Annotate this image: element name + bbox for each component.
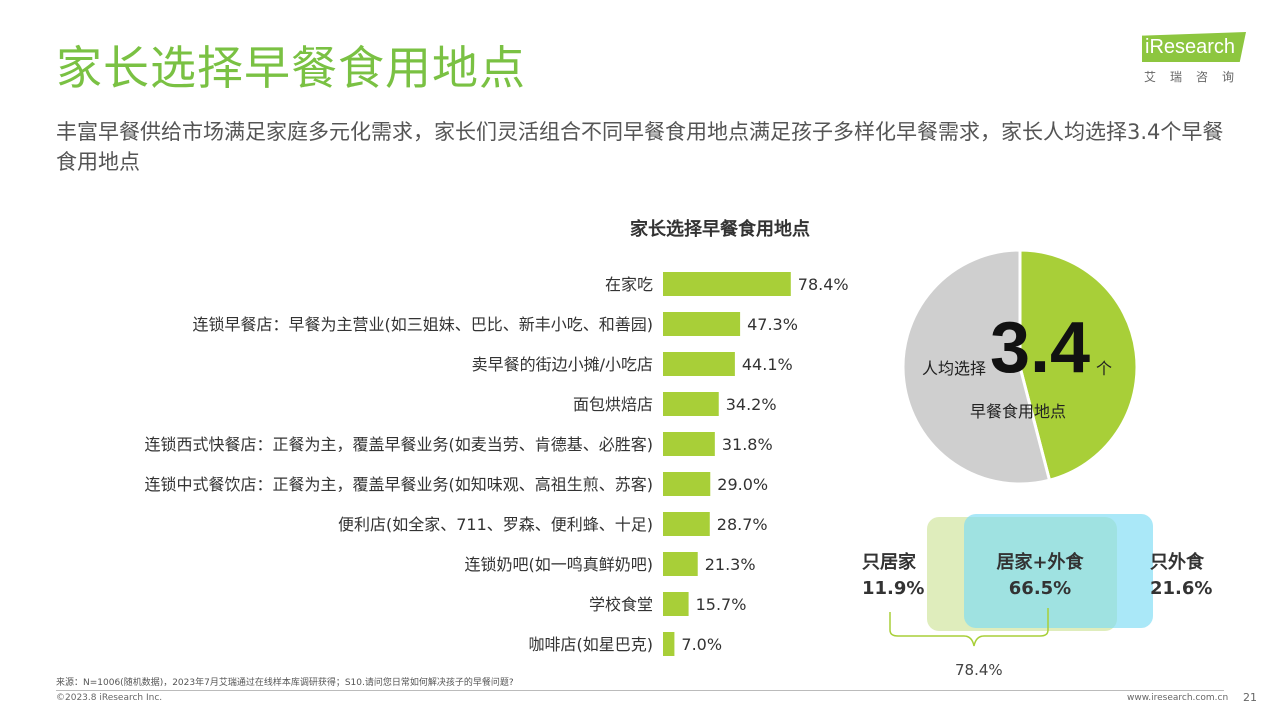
category-label: 在家吃 bbox=[605, 275, 653, 294]
venn-right-label: 只外食 21.6% bbox=[1150, 550, 1212, 602]
value-label: 29.0% bbox=[717, 475, 768, 494]
category-label: 学校食堂 bbox=[589, 595, 653, 614]
venn-mid-value: 66.5% bbox=[1008, 578, 1072, 599]
bar bbox=[663, 352, 735, 376]
venn-mid-label: 居家+外食 66.5% bbox=[980, 550, 1100, 602]
venn-left-value: 11.9% bbox=[862, 578, 925, 599]
venn-right-value: 21.6% bbox=[1150, 578, 1213, 599]
category-label: 便利店(如全家、711、罗森、便利蜂、十足) bbox=[338, 515, 653, 534]
bar bbox=[663, 552, 698, 576]
category-label: 连锁早餐店：早餐为主营业(如三姐妹、巴比、新丰小吃、和善园) bbox=[193, 315, 654, 334]
value-label: 21.3% bbox=[705, 555, 756, 574]
venn-outside-box bbox=[964, 514, 1153, 628]
category-label: 咖啡店(如星巴克) bbox=[529, 635, 654, 654]
value-label: 7.0% bbox=[681, 635, 722, 654]
value-label: 44.1% bbox=[742, 355, 793, 374]
bar bbox=[663, 392, 719, 416]
venn-right-name: 只外食 bbox=[1150, 552, 1204, 573]
category-label: 连锁西式快餐店：正餐为主，覆盖早餐业务(如麦当劳、肯德基、必胜客) bbox=[145, 435, 654, 454]
category-label: 卖早餐的街边小摊/小吃店 bbox=[472, 355, 653, 374]
footer-url: www.iresearch.com.cn bbox=[1127, 693, 1229, 703]
pie-big-number: 3.4 bbox=[990, 308, 1091, 388]
value-label: 31.8% bbox=[722, 435, 773, 454]
page-title: 家长选择早餐食用地点 bbox=[56, 41, 526, 95]
logo-text: iResearch bbox=[1145, 36, 1236, 58]
bar bbox=[663, 632, 675, 656]
value-label: 47.3% bbox=[747, 315, 798, 334]
copyright: ©2023.8 iResearch Inc. bbox=[56, 693, 163, 703]
page-subtitle: 丰富早餐供给市场满足家庭多元化需求，家长们灵活组合不同早餐食用地点满足孩子多样化… bbox=[56, 120, 1224, 174]
bar bbox=[663, 272, 791, 296]
pie-slice-selected bbox=[1018, 248, 1139, 483]
venn-brace bbox=[889, 608, 1049, 647]
value-label: 28.7% bbox=[717, 515, 768, 534]
page-number: 21 bbox=[1243, 691, 1257, 704]
venn-left-name: 只居家 bbox=[862, 552, 916, 573]
logo-badge bbox=[1142, 32, 1246, 62]
brace-value: 78.4% bbox=[955, 661, 1003, 679]
bar bbox=[663, 512, 710, 536]
venn-mid-name: 居家+外食 bbox=[996, 552, 1084, 573]
category-label: 连锁中式餐饮店：正餐为主，覆盖早餐业务(如知味观、高祖生煎、苏客) bbox=[145, 475, 654, 494]
category-label: 面包烘焙店 bbox=[573, 395, 653, 414]
category-label: 连锁奶吧(如一鸣真鲜奶吧) bbox=[465, 555, 654, 574]
pie-caption: 早餐食用地点 bbox=[970, 402, 1067, 421]
bar bbox=[663, 432, 715, 456]
bar bbox=[663, 472, 711, 496]
chart-title: 家长选择早餐食用地点 bbox=[630, 219, 810, 240]
venn-left-label: 只居家 11.9% bbox=[862, 550, 924, 602]
source-note: 来源：N=1006(随机数据)，2023年7月艾瑞通过在线样本库调研获得；S10… bbox=[56, 678, 514, 688]
pie-slice-rest bbox=[901, 248, 1052, 486]
pie-prefix-label: 人均选择 bbox=[922, 359, 987, 378]
value-label: 34.2% bbox=[726, 395, 777, 414]
bar bbox=[663, 592, 689, 616]
value-label: 15.7% bbox=[696, 595, 747, 614]
bar-chart: 在家吃 78.4% 连锁早餐店：早餐为主营业(如三姐妹、巴比、新丰小吃、和善园) 47… bbox=[145, 272, 849, 656]
pie-unit-label: 个 bbox=[1096, 359, 1113, 378]
logo-subtext: 艾瑞咨询 bbox=[1144, 70, 1249, 84]
pie-chart bbox=[901, 248, 1139, 486]
bar bbox=[663, 312, 741, 336]
iresearch-logo: iResearch 艾瑞咨询 bbox=[1142, 32, 1252, 90]
footer-divider bbox=[56, 690, 1224, 691]
value-label: 78.4% bbox=[798, 275, 849, 294]
brace-path bbox=[889, 608, 1049, 647]
